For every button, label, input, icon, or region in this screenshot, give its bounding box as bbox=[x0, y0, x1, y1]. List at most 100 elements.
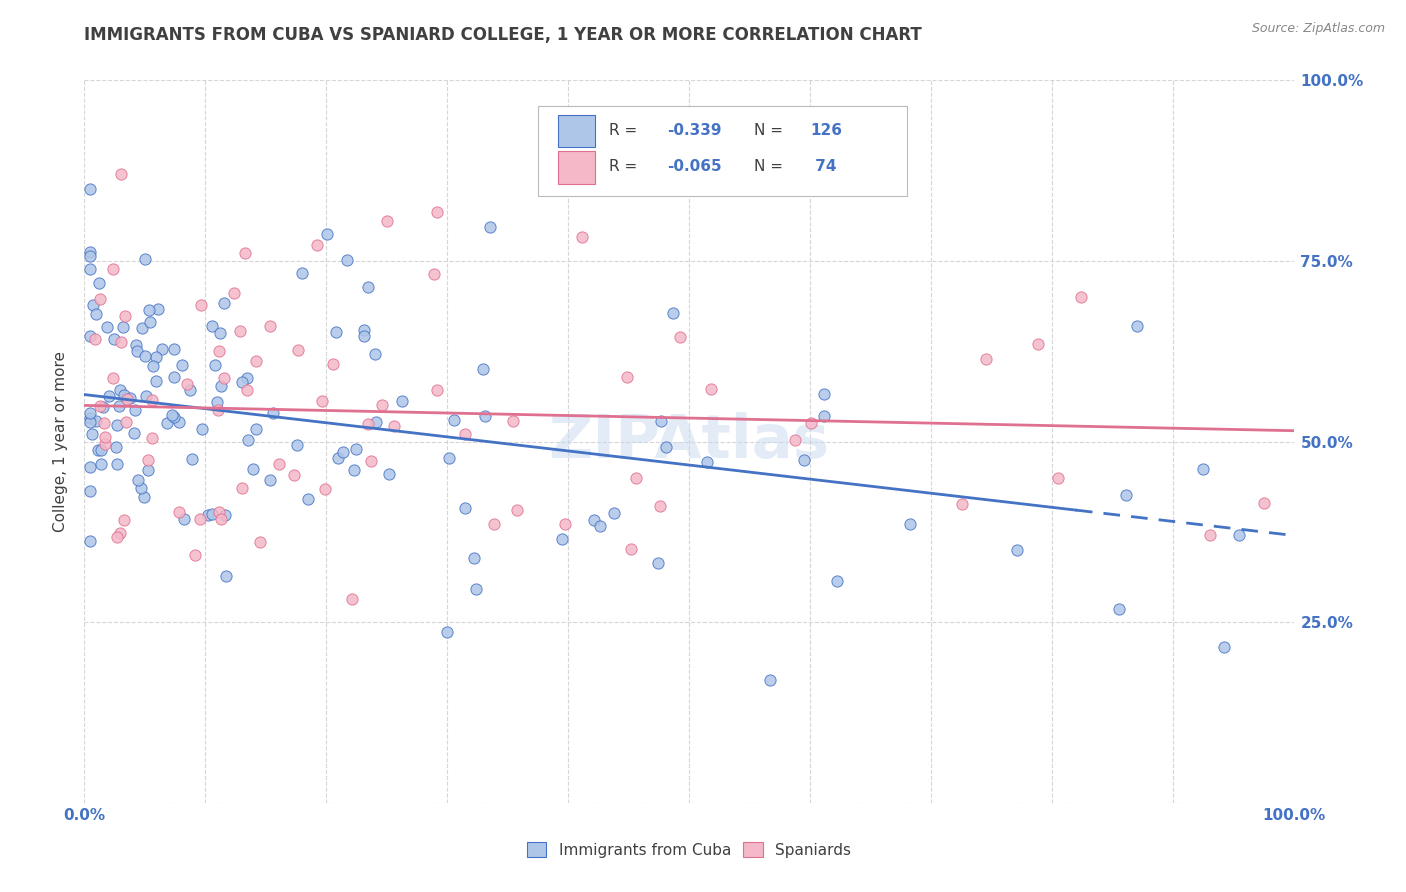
Point bbox=[287, 343, 309, 357]
Point bbox=[1126, 319, 1149, 334]
Point bbox=[136, 463, 159, 477]
Point bbox=[696, 454, 718, 468]
Point bbox=[464, 582, 486, 596]
Point bbox=[588, 519, 610, 533]
Point bbox=[648, 499, 671, 513]
Point bbox=[115, 392, 138, 406]
Text: N =: N = bbox=[754, 123, 789, 138]
Point bbox=[163, 342, 186, 356]
Point bbox=[474, 409, 496, 424]
Point bbox=[478, 219, 501, 234]
Point bbox=[145, 374, 167, 388]
Point bbox=[136, 453, 159, 467]
Point bbox=[443, 413, 465, 427]
Point bbox=[208, 505, 231, 519]
Point bbox=[207, 403, 229, 417]
Point bbox=[79, 410, 101, 425]
Text: 126: 126 bbox=[810, 123, 842, 138]
Point bbox=[245, 422, 267, 436]
Point bbox=[231, 375, 253, 389]
Point bbox=[571, 230, 593, 244]
Point bbox=[112, 387, 135, 401]
Point bbox=[188, 512, 211, 526]
Point bbox=[375, 214, 398, 228]
Point bbox=[391, 393, 413, 408]
Point bbox=[1028, 336, 1050, 351]
Point bbox=[471, 362, 494, 376]
Point bbox=[436, 624, 458, 639]
Point bbox=[145, 350, 167, 364]
Point bbox=[79, 182, 101, 196]
Point bbox=[82, 298, 104, 312]
Point bbox=[364, 347, 387, 361]
Point bbox=[104, 440, 127, 454]
Point bbox=[650, 414, 672, 428]
Text: -0.339: -0.339 bbox=[668, 123, 721, 138]
Point bbox=[79, 533, 101, 548]
FancyBboxPatch shape bbox=[538, 105, 907, 196]
Point bbox=[783, 433, 806, 447]
Point bbox=[454, 501, 477, 516]
Point bbox=[238, 434, 260, 448]
Point bbox=[619, 542, 641, 557]
Point bbox=[208, 326, 231, 341]
Point bbox=[214, 371, 236, 385]
Point bbox=[259, 473, 281, 487]
Text: ZIPAtlas: ZIPAtlas bbox=[548, 412, 830, 471]
Point bbox=[208, 344, 231, 359]
Point bbox=[201, 319, 224, 334]
Point bbox=[79, 484, 101, 499]
Point bbox=[235, 383, 257, 397]
Point bbox=[141, 392, 163, 407]
Point bbox=[426, 384, 449, 398]
Point bbox=[360, 454, 382, 468]
Point bbox=[346, 442, 368, 456]
Point bbox=[426, 204, 449, 219]
Point bbox=[332, 445, 354, 459]
Point bbox=[87, 443, 110, 458]
Point bbox=[150, 343, 173, 357]
Point bbox=[134, 490, 156, 504]
Point bbox=[163, 409, 186, 424]
Point bbox=[950, 497, 973, 511]
Legend: Immigrants from Cuba, Spaniards: Immigrants from Cuba, Spaniards bbox=[520, 836, 858, 863]
Point bbox=[84, 307, 107, 321]
Point bbox=[616, 370, 638, 384]
Point bbox=[700, 382, 723, 396]
Point bbox=[267, 457, 290, 471]
Point bbox=[134, 252, 156, 266]
Point bbox=[79, 262, 101, 277]
Point bbox=[353, 329, 375, 343]
Point bbox=[107, 457, 129, 471]
Point bbox=[662, 306, 685, 320]
Point bbox=[484, 516, 506, 531]
Point bbox=[1253, 496, 1275, 510]
Point bbox=[138, 302, 160, 317]
Point bbox=[799, 417, 821, 431]
Point bbox=[759, 673, 782, 687]
Point bbox=[314, 482, 336, 496]
FancyBboxPatch shape bbox=[558, 115, 595, 147]
Point bbox=[825, 574, 848, 588]
Point bbox=[669, 329, 692, 343]
Point bbox=[105, 530, 128, 544]
Point bbox=[125, 338, 148, 352]
Point bbox=[103, 332, 125, 346]
Point bbox=[204, 358, 226, 372]
Point bbox=[108, 400, 131, 414]
Point bbox=[647, 557, 669, 571]
Point bbox=[245, 353, 267, 368]
Point bbox=[297, 492, 319, 507]
Point bbox=[91, 400, 114, 414]
Point bbox=[125, 344, 148, 359]
Point bbox=[114, 309, 136, 323]
Text: R =: R = bbox=[609, 123, 643, 138]
Point bbox=[554, 517, 576, 532]
Point bbox=[624, 471, 647, 485]
Point bbox=[179, 383, 201, 397]
Point bbox=[326, 450, 349, 465]
Point bbox=[898, 517, 921, 532]
Point bbox=[167, 415, 190, 429]
Point bbox=[1070, 290, 1092, 304]
Point bbox=[172, 359, 194, 373]
